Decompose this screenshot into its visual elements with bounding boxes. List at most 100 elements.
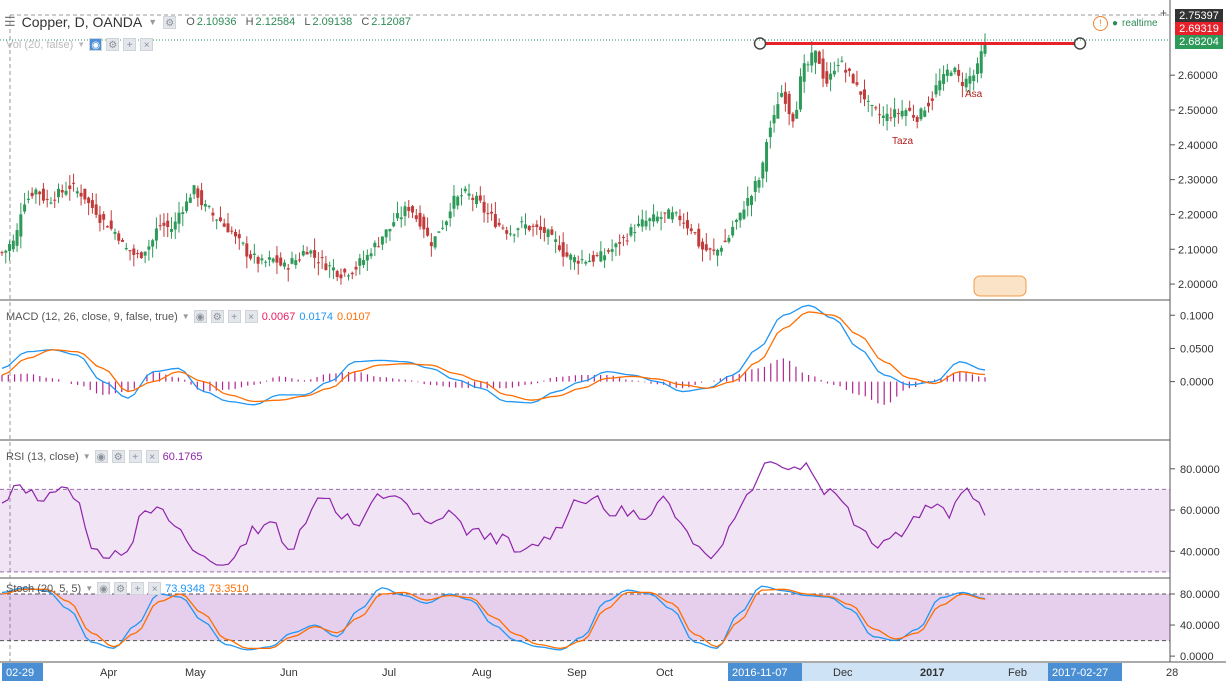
- macd-label[interactable]: MACD (12, 26, close, 9, false, true): [6, 310, 178, 323]
- settings-icon[interactable]: ⚙: [111, 450, 125, 463]
- warning-icon[interactable]: !: [1093, 16, 1108, 31]
- price-tick-label: 2.00000: [1178, 279, 1218, 291]
- candle-body: [369, 253, 373, 257]
- close-icon[interactable]: ×: [148, 582, 162, 595]
- candle-body: [395, 213, 399, 219]
- candle-body: [301, 250, 305, 256]
- close-label: C: [361, 16, 370, 28]
- open-value: 2.10936: [196, 16, 237, 28]
- stoch-k-line: [1, 585, 986, 651]
- candle-body: [964, 78, 968, 88]
- open-label: O: [186, 16, 195, 28]
- candle-body: [949, 72, 953, 76]
- candle-body: [64, 190, 68, 195]
- candle-body: [196, 188, 200, 198]
- realtime-indicator[interactable]: ! ● realtime: [1093, 16, 1158, 31]
- candle-body: [844, 69, 848, 73]
- candle-body: [697, 228, 701, 247]
- candle-body: [459, 195, 463, 197]
- candle-body: [132, 248, 136, 255]
- plus-icon[interactable]: +: [227, 310, 241, 323]
- time-axis-label: Dec: [833, 667, 853, 679]
- settings-icon[interactable]: ⚙: [210, 310, 224, 323]
- candle-body: [930, 98, 934, 101]
- price-tick-label: 2.20000: [1178, 209, 1218, 221]
- eye-icon[interactable]: ◉: [193, 310, 207, 323]
- candle-body: [256, 257, 260, 264]
- stoch-d-value: 73.3510: [208, 582, 249, 595]
- chevron-down-icon[interactable]: ▼: [148, 17, 158, 27]
- chevron-down-icon[interactable]: ▼: [85, 584, 94, 593]
- rsi-label[interactable]: RSI (13, close): [6, 450, 79, 463]
- candle-body: [490, 211, 494, 214]
- candle-body: [222, 223, 226, 227]
- candle-body: [354, 266, 358, 270]
- candle-body: [230, 230, 234, 232]
- candle-body: [591, 255, 595, 262]
- candle-body: [313, 250, 317, 258]
- candle-body: [426, 227, 430, 236]
- candle-body: [927, 102, 931, 107]
- candle-body: [791, 113, 795, 122]
- stoch-label[interactable]: Stoch (20, 5, 5): [6, 582, 82, 595]
- candle-body: [399, 217, 403, 220]
- candle-body: [380, 236, 384, 245]
- symbol-title[interactable]: Copper, D, OANDA: [21, 14, 143, 30]
- chevron-down-icon[interactable]: ▼: [77, 40, 86, 49]
- candle-body: [151, 240, 155, 247]
- chevron-down-icon[interactable]: ▼: [181, 312, 190, 321]
- candle-body: [603, 255, 607, 261]
- plus-icon[interactable]: +: [123, 38, 137, 51]
- event-flag-icon[interactable]: [973, 275, 1027, 297]
- candle-body: [923, 110, 927, 117]
- candle-body: [904, 110, 908, 116]
- candle-body: [79, 192, 83, 197]
- candle-body: [411, 206, 415, 213]
- settings-icon[interactable]: ⚙: [106, 38, 120, 51]
- candle-body: [90, 200, 94, 208]
- time-badge[interactable]: [2, 663, 43, 681]
- candle-body: [471, 197, 475, 200]
- candle-body: [117, 233, 121, 241]
- candle-body: [576, 260, 580, 264]
- eye-icon[interactable]: ◉: [94, 450, 108, 463]
- close-icon[interactable]: ×: [244, 310, 258, 323]
- annotation-taza: Taza: [892, 136, 914, 147]
- candle-body: [663, 212, 667, 214]
- time-badge[interactable]: [1048, 663, 1122, 681]
- line-handle-right[interactable]: [1073, 37, 1087, 50]
- candle-body: [588, 260, 592, 263]
- candle-body: [23, 204, 27, 212]
- plus-icon[interactable]: +: [128, 450, 142, 463]
- settings-icon[interactable]: ⚙: [114, 582, 128, 595]
- plus-icon[interactable]: +: [131, 582, 145, 595]
- candle-body: [942, 73, 946, 84]
- close-icon[interactable]: ×: [140, 38, 154, 51]
- candle-body: [829, 73, 833, 80]
- high-value: 2.12584: [255, 16, 296, 28]
- candle-body: [260, 258, 264, 261]
- candle-body: [606, 250, 610, 252]
- price-tick-label: 2.50000: [1178, 105, 1218, 117]
- candle-body: [75, 191, 79, 194]
- volume-label[interactable]: Vol (20, false): [6, 38, 74, 51]
- eye-icon[interactable]: ◉: [89, 38, 103, 51]
- candle-body: [87, 197, 91, 204]
- candle-body: [945, 69, 949, 76]
- candle-body: [780, 93, 784, 97]
- candle-body: [595, 254, 599, 256]
- plus-icon[interactable]: +: [1160, 6, 1168, 20]
- time-badge[interactable]: [728, 663, 802, 681]
- realtime-label: realtime: [1122, 18, 1158, 29]
- chevron-down-icon[interactable]: ▼: [82, 452, 91, 461]
- candle-body: [652, 214, 656, 222]
- candle-body: [429, 242, 433, 247]
- candle-body: [908, 107, 912, 111]
- close-icon[interactable]: ×: [145, 450, 159, 463]
- line-handle-left[interactable]: [753, 37, 767, 50]
- time-axis-label: Jun: [280, 667, 298, 679]
- eye-icon[interactable]: ◉: [97, 582, 111, 595]
- settings-icon[interactable]: ⚙: [163, 15, 177, 29]
- menu-icon[interactable]: ☰: [4, 14, 16, 29]
